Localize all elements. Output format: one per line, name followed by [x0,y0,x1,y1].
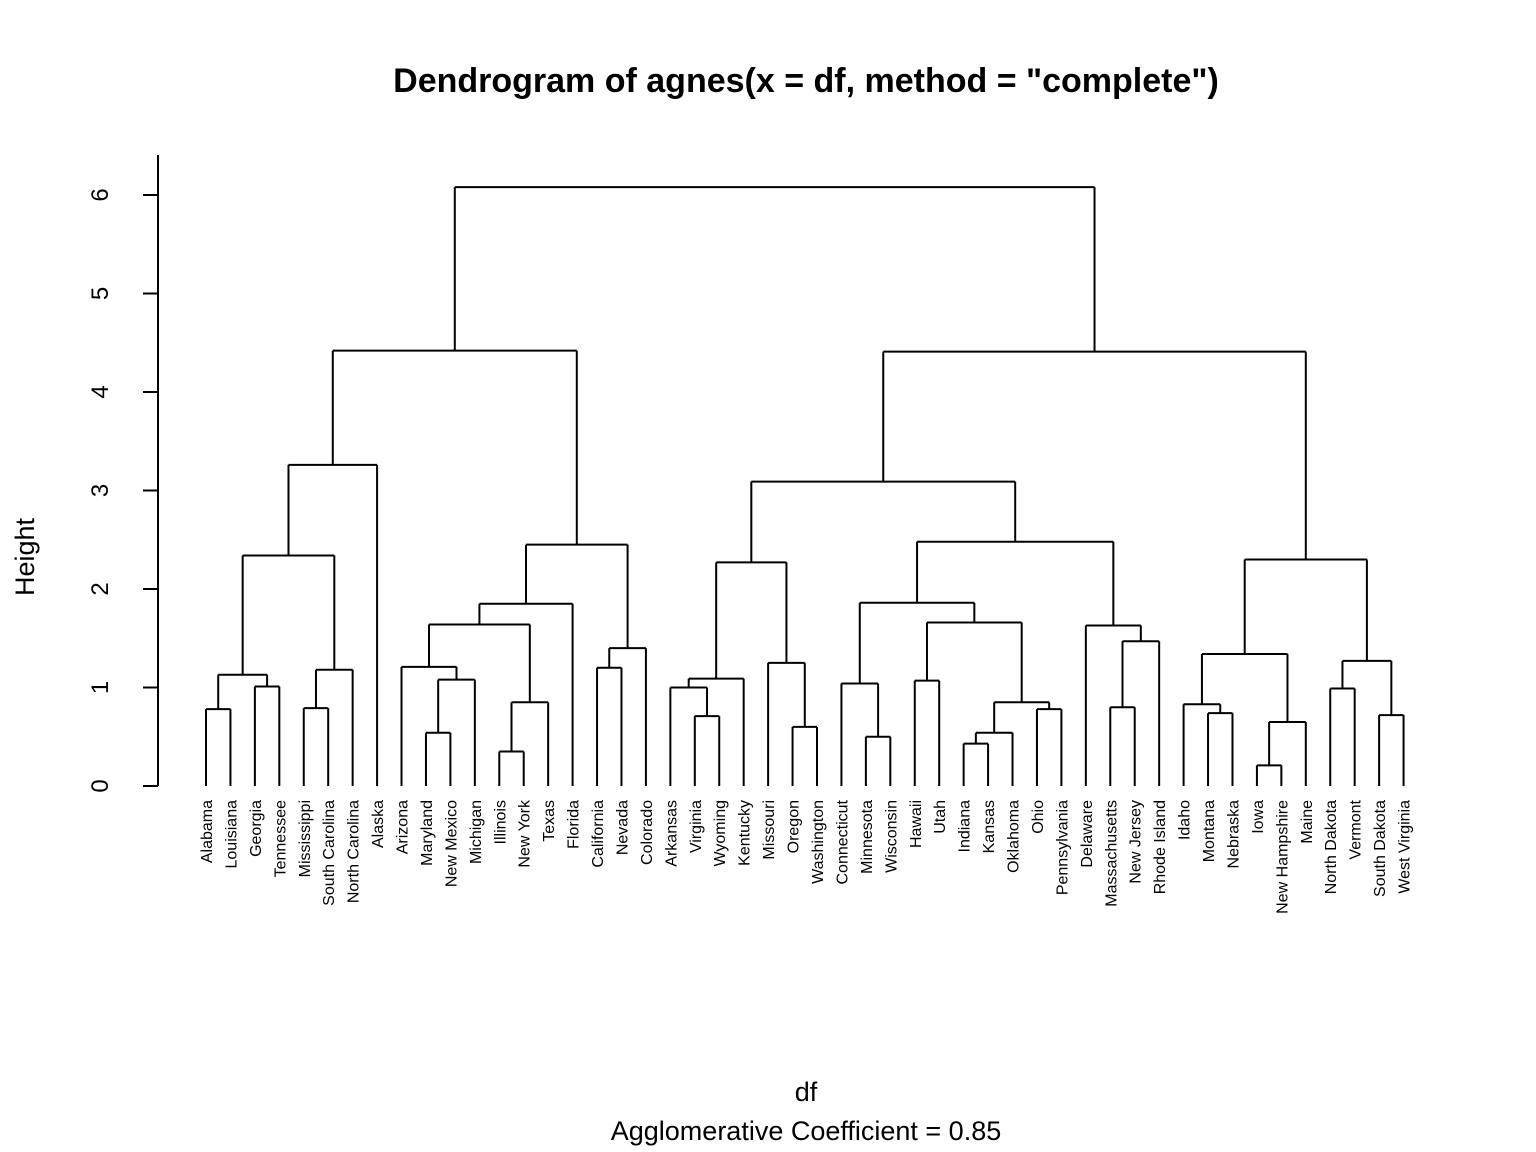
dendrogram-branches [205,186,1405,786]
leaf-label: Alaska [370,800,387,848]
y-tick-label: 1 [87,681,114,694]
leaf-label: Washington [810,800,827,884]
y-axis: 0 1 2 3 4 5 6 [87,155,159,793]
leaf-label: Iowa [1250,800,1267,834]
leaf-label: New Jersey [1128,800,1145,884]
leaf-label: Alabama [199,800,216,863]
leaf-label: Montana [1201,800,1218,862]
leaf-label: Wisconsin [883,800,900,873]
leaf-label: North Dakota [1323,800,1340,894]
leaf-label: Arizona [395,800,412,854]
leaf-label: Colorado [639,800,656,865]
y-tick-label: 4 [87,385,114,398]
leaf-label: Vermont [1348,799,1365,859]
leaf-label: Ohio [1030,800,1047,834]
leaf-label: Texas [541,800,558,842]
y-tick-label: 3 [87,484,114,497]
y-axis-label: Height [10,517,40,596]
y-tick-label: 6 [87,188,114,201]
leaf-label: Virginia [688,800,705,853]
leaf-label: Oklahoma [1006,800,1023,873]
leaf-label: Massachusetts [1103,800,1120,907]
y-tick-label: 0 [87,779,114,792]
leaf-label: Michigan [468,800,485,864]
leaf-label: Idaho [1177,800,1194,840]
agglomerative-coefficient-label: Agglomerative Coefficient = 0.85 [611,1116,1002,1146]
leaf-label: Indiana [957,800,974,853]
leaf-label: Arkansas [663,800,680,867]
leaf-label: Connecticut [834,799,851,884]
leaf-label: Pennsylvania [1054,800,1071,895]
y-tick-label: 2 [87,582,114,595]
leaf-label: Kansas [981,800,998,853]
leaf-label: North Carolina [346,800,363,903]
leaf-label: Utah [932,800,949,834]
leaf-label: New York [517,799,534,868]
leaf-label: Maryland [419,800,436,866]
leaf-label: Missouri [761,800,778,860]
leaf-label: Rhode Island [1152,800,1169,894]
x-axis-label: df [795,1077,818,1107]
leaf-label: Nebraska [1225,800,1242,869]
leaf-labels: Alabama Louisiana Georgia Tennessee Mississi… [199,799,1414,914]
leaf-label: Illinois [492,800,509,844]
leaf-label: Nevada [614,800,631,855]
leaf-label: California [590,800,607,868]
leaf-label: Louisiana [223,800,240,869]
leaf-label: Kentucky [737,800,754,866]
leaf-label: Hawaii [908,800,925,848]
leaf-label: Oregon [786,800,803,853]
leaf-label: South Dakota [1372,800,1389,897]
leaf-label: Minnesota [859,800,876,874]
leaf-label: New Hampshire [1274,800,1291,914]
chart-title: Dendrogram of agnes(x = df, method = "co… [393,62,1219,100]
leaf-label: Maine [1299,800,1316,844]
leaf-label: Delaware [1079,800,1096,868]
leaf-label: Florida [566,800,583,849]
leaf-label: West Virginia [1397,800,1414,894]
leaf-label: New Mexico [443,800,460,887]
leaf-label: Tennessee [272,800,289,877]
leaf-label: Mississippi [297,800,314,877]
y-tick-label: 5 [87,287,114,300]
leaf-label: South Carolina [321,800,338,906]
leaf-label: Wyoming [712,800,729,867]
leaf-label: Georgia [248,800,265,857]
